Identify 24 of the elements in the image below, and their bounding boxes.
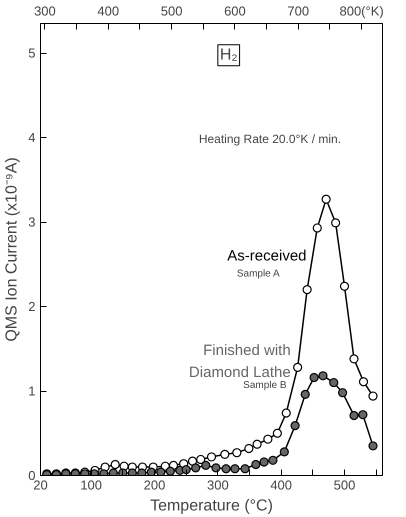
annotation: Sample B [243, 380, 287, 392]
y-tick-label: 5 [28, 46, 36, 61]
x2-tick-label: 500 [160, 4, 182, 18]
y-tick-label: 3 [28, 214, 36, 230]
annotation: H₂ [220, 46, 238, 64]
y-tick-label: 1 [28, 384, 36, 399]
x-axis-title: Temperature (°C) [150, 498, 273, 514]
x2-tick-label: 400 [97, 4, 120, 18]
series-label: As-received [227, 247, 307, 264]
x2-tick-label: 800(°K) [339, 4, 384, 18]
annotation: Sample A [236, 268, 280, 280]
x-tick-label: 100 [80, 478, 102, 492]
x2-tick-label: 600 [224, 4, 246, 18]
y-tick-label: 2 [28, 299, 36, 314]
x2-tick-label: 300 [34, 4, 56, 18]
x-tick-label: 200 [144, 478, 166, 492]
annotation: Heating Rate 20.0°K / min. [198, 132, 342, 146]
y-axis-title: QMS Ion Current (x10⁻⁹A) [3, 157, 20, 342]
x-tick-label: 300 [206, 478, 229, 492]
x-tick-label: 400 [270, 478, 292, 492]
series-label: Finished with Diamond Lathe [188, 342, 291, 381]
x2-tick-label: 700 [287, 4, 310, 18]
y-tick-label: 4 [28, 130, 36, 146]
x-tick-label: 500 [334, 478, 356, 492]
